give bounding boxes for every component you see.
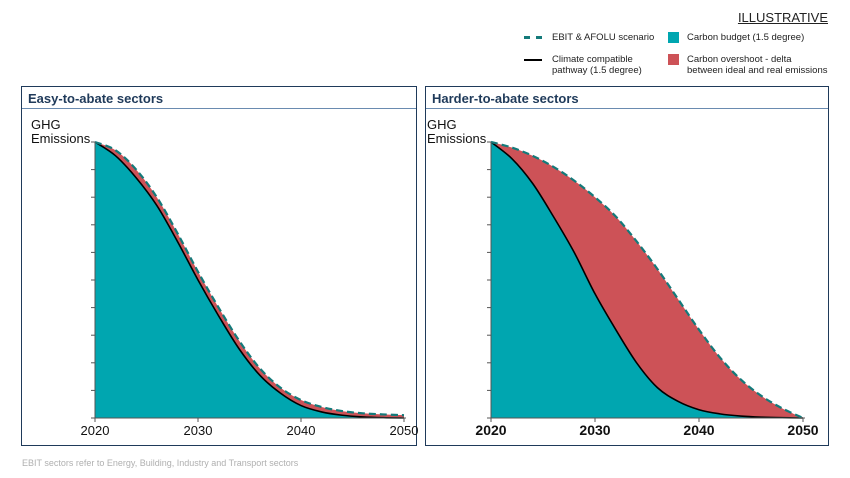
x-tick-label: 2040 bbox=[683, 422, 714, 438]
legend-item-ebit-scenario: EBIT & AFOLU scenario bbox=[524, 32, 654, 43]
x-tick-label: 2030 bbox=[579, 422, 610, 438]
x-tick-label: 2040 bbox=[287, 423, 316, 438]
ebit-scenario-line bbox=[94, 140, 405, 417]
legend-label-overshoot: Carbon overshoot - delta between ideal a… bbox=[687, 54, 828, 76]
ebit-scenario-line bbox=[490, 140, 804, 419]
illustrative-label: ILLUSTRATIVE bbox=[737, 10, 828, 25]
panel-easy-to-abate: Easy-to-abate sectors GHG Emissions 2020 20… bbox=[21, 86, 418, 446]
panel-divider bbox=[22, 108, 416, 109]
panel-divider bbox=[426, 108, 828, 109]
legend-item-carbon-budget: Carbon budget (1.5 degree) bbox=[668, 32, 804, 43]
panel-title-easy: Easy-to-abate sectors bbox=[28, 91, 164, 106]
footnote: EBIT sectors refer to Energy, Building, … bbox=[22, 458, 299, 468]
legend-item-climate-pathway: Climate compatible pathway (1.5 degree) bbox=[524, 54, 642, 76]
carbon-budget-area bbox=[95, 142, 404, 418]
chart-easy-to-abate: GHG Emissions 2020 2030 2040 2050 bbox=[31, 117, 418, 438]
overshoot-color-swatch bbox=[668, 54, 679, 65]
legend-item-carbon-overshoot: Carbon overshoot - delta between ideal a… bbox=[668, 54, 827, 76]
panel-title-harder: Harder-to-abate sectors bbox=[432, 91, 579, 106]
y-axis-label: GHG Emissions bbox=[427, 117, 487, 146]
chart-harder-to-abate: GHG Emissions 2020 2030 2040 2050 bbox=[427, 117, 819, 438]
y-axis-label: GHG Emissions bbox=[31, 117, 91, 146]
legend: EBIT & AFOLU scenario Climate compatible… bbox=[0, 0, 850, 80]
legend-label-budget: Carbon budget (1.5 degree) bbox=[687, 32, 805, 43]
x-tick-label: 2050 bbox=[787, 422, 818, 438]
legend-label-pathway: Climate compatible pathway (1.5 degree) bbox=[552, 54, 642, 76]
x-tick-label: 2020 bbox=[475, 422, 506, 438]
x-tick-label: 2050 bbox=[390, 423, 418, 438]
carbon-budget-area bbox=[491, 142, 803, 418]
x-tick-label: 2020 bbox=[81, 423, 110, 438]
solid-line-swatch bbox=[524, 59, 542, 61]
climate-pathway-line bbox=[94, 141, 405, 419]
legend-label-ebit: EBIT & AFOLU scenario bbox=[552, 32, 655, 43]
dashed-line-swatch bbox=[524, 36, 542, 39]
climate-pathway-line bbox=[490, 141, 804, 419]
budget-color-swatch bbox=[668, 32, 679, 43]
panel-harder-to-abate: Harder-to-abate sectors GHG Emissions 2020… bbox=[425, 86, 829, 446]
x-tick-label: 2030 bbox=[184, 423, 213, 438]
